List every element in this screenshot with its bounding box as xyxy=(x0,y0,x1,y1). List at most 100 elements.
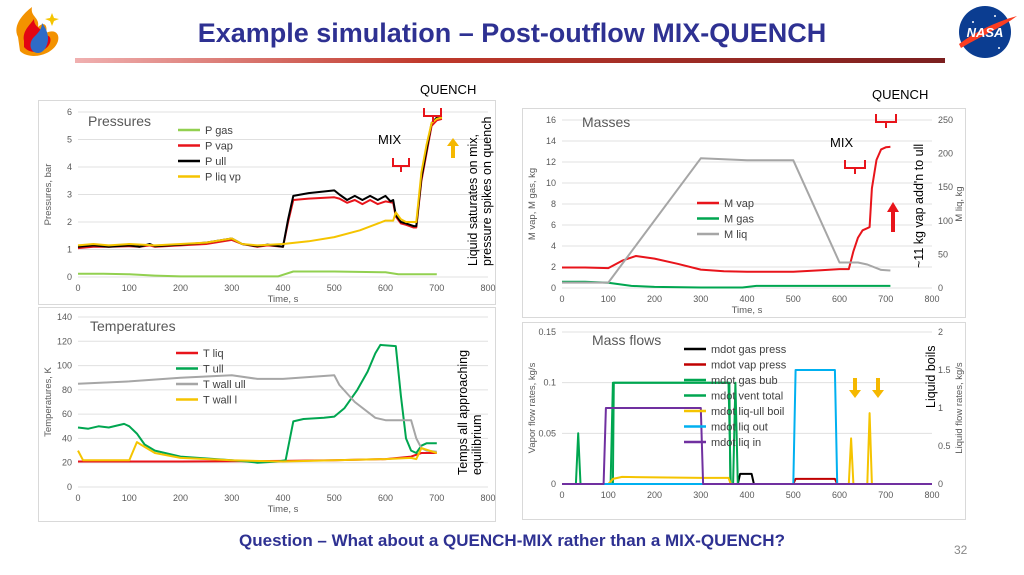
chart-title: Mass flows xyxy=(592,332,661,348)
chart-title: Masses xyxy=(582,114,630,130)
x-tick-label: 700 xyxy=(429,493,444,503)
mix-label-right: MIX xyxy=(830,135,854,150)
question-text: Question – What about a QUENCH-MIX rathe… xyxy=(239,531,785,550)
x-tick-label: 500 xyxy=(327,283,342,293)
legend-entry: T wall ull xyxy=(203,379,246,391)
x-tick-label: 200 xyxy=(173,283,188,293)
x-tick-label: 800 xyxy=(480,283,495,293)
y-tick-label: 0 xyxy=(551,283,556,293)
x-tick-label: 200 xyxy=(173,493,188,503)
y-tick-label: 6 xyxy=(551,220,556,230)
legend-entry: P liq vp xyxy=(205,172,241,184)
page-number: 32 xyxy=(954,543,968,557)
y-tick-label: 14 xyxy=(546,136,556,146)
legend-entry: T wall l xyxy=(203,395,237,407)
nasa-logo: NASA xyxy=(955,4,1019,60)
temps-equilibrium-annotation: Temps all approaching equilibrium xyxy=(456,349,484,475)
x-tick-label: 200 xyxy=(647,490,662,500)
y-tick-label: 100 xyxy=(57,361,72,371)
y-tick-label: 5 xyxy=(67,135,72,145)
series-line-t-wall-l xyxy=(77,441,438,463)
x-tick-label: 300 xyxy=(693,294,708,304)
temperatures-chart: 0 20 40 60 80 100 120 140 0 100 200 300 400 500 600 700… xyxy=(38,307,496,522)
x-tick-label: 500 xyxy=(786,490,801,500)
x-tick-label: 0 xyxy=(75,493,80,503)
quench-label-left: QUENCH xyxy=(420,82,477,97)
x-tick-label: 300 xyxy=(224,283,239,293)
x-tick-label: 600 xyxy=(378,493,393,503)
legend-entry: mdot vent total xyxy=(711,391,783,403)
y-tick-label: 120 xyxy=(57,336,72,346)
y-tick-label: 10 xyxy=(546,178,556,188)
y-tick-label: 60 xyxy=(62,409,72,419)
series-line-p-gas xyxy=(78,270,437,278)
title-rule xyxy=(75,58,945,63)
x-tick-label: 800 xyxy=(924,490,939,500)
y-tick-label: 80 xyxy=(62,385,72,395)
series-line-m-liq xyxy=(562,157,891,284)
y-tick-label: 0.1 xyxy=(543,378,556,388)
y-tick-label: 6 xyxy=(67,107,72,117)
left-logo xyxy=(8,3,66,61)
x-axis-label: Time, s xyxy=(268,294,299,305)
x-tick-label: 400 xyxy=(739,294,754,304)
y-right-axis-label: Liquid flow rates, kg/s xyxy=(954,362,965,454)
legend-entry: mdot gas press xyxy=(711,344,787,356)
mass-flows-chart: 0 0.05 0.1 0.15 0 0.5 1 1.5 2 0 100 200 300 400 500 600… xyxy=(522,322,966,520)
x-tick-label: 400 xyxy=(275,493,290,503)
svg-text:NASA: NASA xyxy=(967,25,1004,40)
legend-entry: M liq xyxy=(724,229,747,241)
x-tick-label: 500 xyxy=(327,493,342,503)
nasa-meatball-logo-icon: NASA xyxy=(959,6,1017,58)
y-tick-label: 16 xyxy=(546,115,556,125)
y-tick-label: 0 xyxy=(67,272,72,282)
x-tick-label: 0 xyxy=(559,490,564,500)
legend-entry: P vap xyxy=(205,141,233,153)
x-tick-label: 500 xyxy=(786,294,801,304)
x-tick-label: 0 xyxy=(75,283,80,293)
y-tick-label: 0 xyxy=(67,482,72,492)
chart-title: Temperatures xyxy=(90,318,176,334)
x-tick-label: 100 xyxy=(122,493,137,503)
y-tick-label: 2 xyxy=(67,217,72,227)
series-line-p-liq-vp xyxy=(77,116,443,247)
y-right-tick-label: 0 xyxy=(938,479,943,489)
y-right-tick-label: 1 xyxy=(938,403,943,413)
mix-label-left: MIX xyxy=(378,132,402,147)
legend-entry: M vap xyxy=(724,198,754,210)
legend-entry: mdot liq-ull boil xyxy=(711,406,784,418)
x-tick-label: 600 xyxy=(378,283,393,293)
legend-entry: mdot liq out xyxy=(711,422,768,434)
y-axis-label: Vapor flow rates, kg/s xyxy=(527,362,538,453)
y-tick-label: 12 xyxy=(546,157,556,167)
masses-chart: 0 2 4 6 8 10 12 14 16 0 50 100 150 200 250 0 100 200 300 40… xyxy=(522,108,966,318)
y-axis-label: M vap, M gas, kg xyxy=(527,168,538,240)
y-tick-label: 1 xyxy=(67,245,72,255)
legend-entry: mdot vap press xyxy=(711,360,787,372)
y-right-tick-label: 250 xyxy=(938,115,953,125)
legend-entry: P gas xyxy=(205,125,233,137)
x-tick-label: 600 xyxy=(832,294,847,304)
y-right-tick-label: 0.5 xyxy=(938,441,951,451)
x-tick-label: 100 xyxy=(122,283,137,293)
y-right-axis-label: M liq, kg xyxy=(954,186,965,221)
y-tick-label: 2 xyxy=(551,262,556,272)
y-tick-label: 0 xyxy=(551,479,556,489)
legend-entry: T liq xyxy=(203,348,224,360)
liquid-saturates-annotation: Liquid saturates on mix, pressure spikes… xyxy=(466,116,494,266)
x-tick-label: 700 xyxy=(878,490,893,500)
quench-label-right: QUENCH xyxy=(872,87,929,102)
y-right-tick-label: 50 xyxy=(938,249,948,259)
y-axis-label: Temperatures, K xyxy=(43,366,54,436)
x-tick-label: 300 xyxy=(224,493,239,503)
x-tick-label: 800 xyxy=(924,294,939,304)
x-axis-label: Time, s xyxy=(268,504,299,515)
x-tick-label: 400 xyxy=(275,283,290,293)
x-tick-label: 300 xyxy=(693,490,708,500)
x-axis-label: Time, s xyxy=(732,305,763,316)
y-axis-label: Pressures, bar xyxy=(43,164,54,226)
x-tick-label: 700 xyxy=(429,283,444,293)
y-right-tick-label: 200 xyxy=(938,149,953,159)
series-line-t-ull xyxy=(77,343,437,464)
x-tick-label: 100 xyxy=(601,294,616,304)
